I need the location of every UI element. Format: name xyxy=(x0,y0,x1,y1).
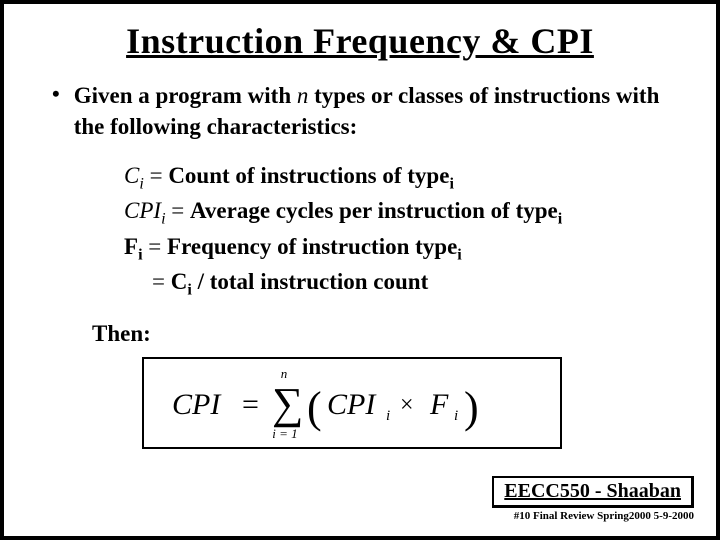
formula-times: × xyxy=(400,392,414,418)
bullet-pre: Given a program with xyxy=(74,83,297,108)
def-f2-rest: / total instruction count xyxy=(192,269,428,294)
def-cpi-eq: = xyxy=(166,198,190,223)
rparen-icon: ) xyxy=(464,383,479,432)
def-c-sym: Ci xyxy=(124,163,144,188)
def-cpi-label: Average cycles per instruction of type xyxy=(190,198,558,223)
formula-f-sub: i xyxy=(454,408,458,424)
def-cpi: CPIi = Average cycles per instruction of… xyxy=(124,195,688,230)
footer-course: EECC550 - Shaaban xyxy=(492,476,694,508)
bullet-marker: • xyxy=(52,80,60,109)
def-c: Ci = Count of instructions of typei xyxy=(124,160,688,195)
formula-f: F xyxy=(429,388,449,421)
formula-eq: = xyxy=(242,388,259,421)
slide-footer: EECC550 - Shaaban #10 Final Review Sprin… xyxy=(492,476,694,522)
formula-lhs: CPI xyxy=(172,388,222,421)
formula-cpi-sub: i xyxy=(386,408,390,424)
then-label: Then: xyxy=(92,321,688,347)
formula-box: CPI = ∑ n i = 1 ( CPI i × F i ) xyxy=(142,357,562,449)
def-f-eq: = xyxy=(143,234,167,259)
bullet-item: • Given a program with n types or classe… xyxy=(52,80,688,142)
def-c-eq: = xyxy=(144,163,168,188)
slide-frame: Instruction Frequency & CPI • Given a pr… xyxy=(0,0,720,540)
bullet-text: Given a program with n types or classes … xyxy=(74,80,688,142)
def-f2: = Ci / total instruction count xyxy=(124,266,688,301)
footer-meta: #10 Final Review Spring2000 5-9-2000 xyxy=(492,510,694,522)
formula-cpi: CPI xyxy=(327,388,377,421)
lparen-icon: ( xyxy=(307,383,322,432)
formula-sum-bot: i = 1 xyxy=(272,426,297,441)
def-cpi-sym: CPIi xyxy=(124,198,166,223)
def-f-sym: Fi xyxy=(124,234,143,259)
def-c-labelsub: i xyxy=(449,176,453,193)
def-f: Fi = Frequency of instruction typei xyxy=(124,231,688,266)
def-cpi-labelsub: i xyxy=(558,211,562,228)
def-f2-eq: = xyxy=(152,269,171,294)
def-f2-csym: Ci xyxy=(171,269,192,294)
sigma-icon: ∑ xyxy=(272,379,303,428)
definitions: Ci = Count of instructions of typei CPIi… xyxy=(124,160,688,301)
def-c-label: Count of instructions of type xyxy=(168,163,449,188)
bullet-n: n xyxy=(297,83,309,108)
formula-sum-top: n xyxy=(281,366,288,381)
def-f-label: Frequency of instruction type xyxy=(167,234,457,259)
slide-title: Instruction Frequency & CPI xyxy=(32,20,688,62)
def-f-labelsub: i xyxy=(457,246,461,263)
cpi-formula: CPI = ∑ n i = 1 ( CPI i × F i ) xyxy=(152,362,552,444)
